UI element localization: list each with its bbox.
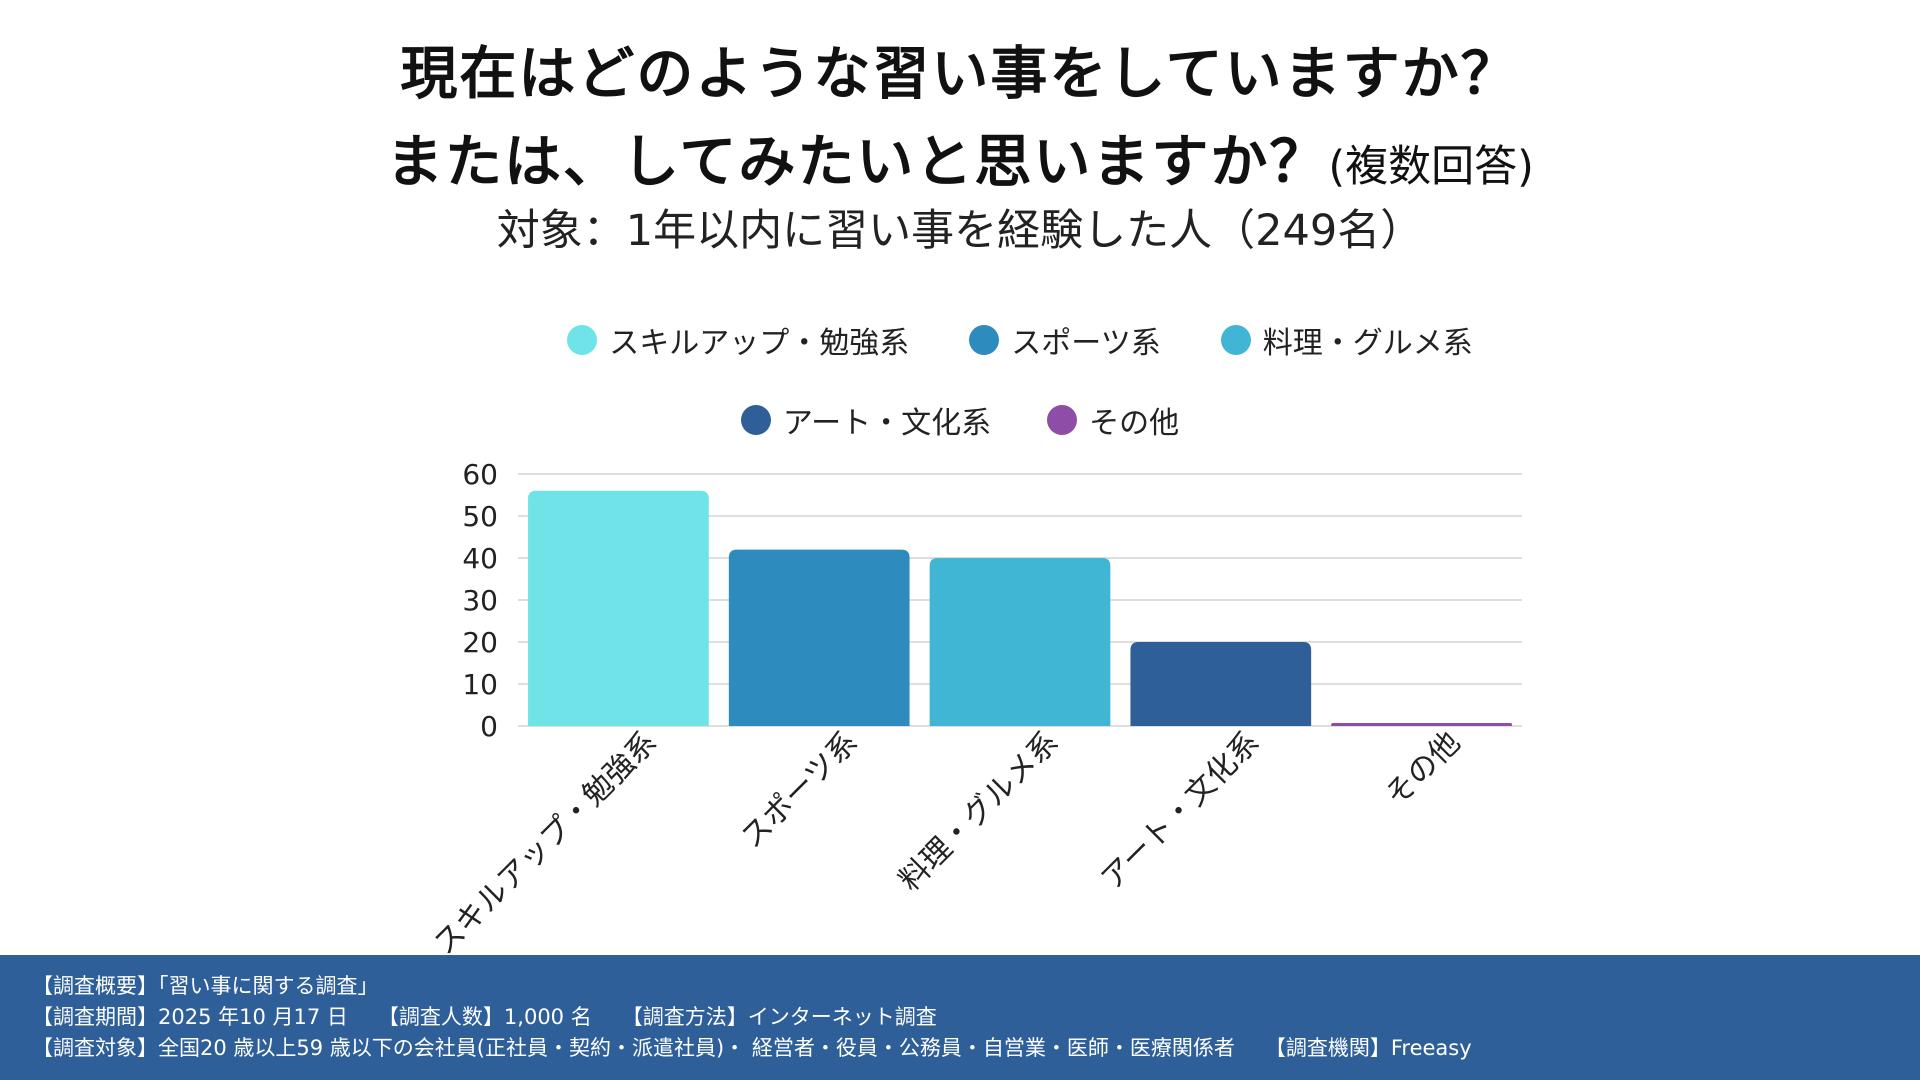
legend-label: アート・文化系 (782, 406, 992, 441)
legend-marker (567, 325, 598, 355)
bar-4 (1130, 642, 1312, 726)
footer-method: 【調査方法】インターネット調査 (621, 1005, 937, 1029)
legend-item: アート・文化系 (740, 398, 992, 442)
chart-subtitle: 対象：1年以内に習い事を経験した人（249名） (496, 206, 1424, 256)
legend-marker (1047, 405, 1078, 435)
x-tick-label: スポーツ系 (734, 725, 864, 855)
footer-overview: 【調査概要】「習い事に関する調査」 (32, 974, 379, 998)
footer-agency: 【調査機関】Freeasy (1264, 1036, 1472, 1060)
bars (528, 490, 1512, 726)
footer-target-row: 【調査対象】全国20 歳以上59 歳以下の会社員(正社員・契約・派遣社員)・ 経… (32, 1033, 1920, 1064)
chart-title-line-1: 現在はどのような習い事をしていますか？ (400, 41, 1520, 107)
bar-chart: 60 50 40 30 20 10 0 スキルアップ・勉強系 スポーツ系 料理・グルメ系 アート・… (427, 458, 1522, 960)
bar-2 (728, 549, 910, 726)
bar-1 (528, 490, 709, 726)
y-tick-label: 20 (462, 626, 498, 659)
footer-target: 【調査対象】全国20 歳以上59 歳以下の会社員(正社員・契約・派遣社員)・ 経… (32, 1036, 1235, 1060)
legend-item: 料理・グルメ系 (1220, 318, 1473, 362)
y-tick-label: 60 (462, 458, 498, 491)
y-tick-label: 10 (462, 668, 498, 701)
legend-label: スキルアップ・勉強系 (609, 326, 910, 361)
survey-footer: 【調査概要】「習い事に関する調査」 【調査期間】2025 年10 月17 日【調… (0, 955, 1920, 1080)
bar-3 (929, 558, 1111, 726)
legend-label: 料理・グルメ系 (1262, 326, 1473, 361)
legend-item: その他 (1047, 398, 1179, 442)
footer-count: 【調査人数】1,000 名 (377, 1005, 592, 1029)
legend-marker (740, 405, 771, 435)
legend-row-1: スキルアップ・勉強系 スポーツ系 料理・グルメ系 (0, 318, 1920, 362)
legend-marker (969, 325, 1000, 355)
y-tick-label: 0 (480, 710, 498, 743)
chart-title-question: または、してみたいと思いますか？ (386, 129, 1329, 195)
chart-title-note: (複数回答) (1328, 142, 1534, 192)
legend-label: その他 (1089, 406, 1180, 441)
legend-item: スキルアップ・勉強系 (567, 318, 909, 362)
legend-marker (1220, 325, 1251, 355)
footer-period: 【調査期間】2025 年10 月17 日 (32, 1005, 348, 1029)
x-tick-label: アート・文化系 (1094, 725, 1266, 897)
x-tick-label: その他 (1379, 725, 1467, 813)
legend-label: スポーツ系 (1011, 326, 1161, 361)
x-tick-label: 料理・グルメ系 (892, 725, 1065, 898)
legend-row-2: アート・文化系 その他 (0, 398, 1920, 442)
y-tick-label: 40 (462, 542, 498, 575)
y-tick-label: 30 (462, 584, 498, 617)
x-axis-labels: スキルアップ・勉強系 スポーツ系 料理・グルメ系 アート・文化系 その他 (427, 725, 1467, 960)
footer-period-row: 【調査期間】2025 年10 月17 日 【調査人数】1,000 名 【調査方法】イ… (32, 1002, 1920, 1033)
x-tick-label: スキルアップ・勉強系 (427, 725, 664, 960)
chart-title-line-2: または、してみたいと思いますか？(複数回答) (0, 128, 1920, 201)
y-axis-ticks: 60 50 40 30 20 10 0 (462, 458, 498, 743)
bar-5 (1331, 723, 1512, 726)
y-tick-label: 50 (462, 500, 498, 533)
legend-item: スポーツ系 (969, 318, 1161, 362)
